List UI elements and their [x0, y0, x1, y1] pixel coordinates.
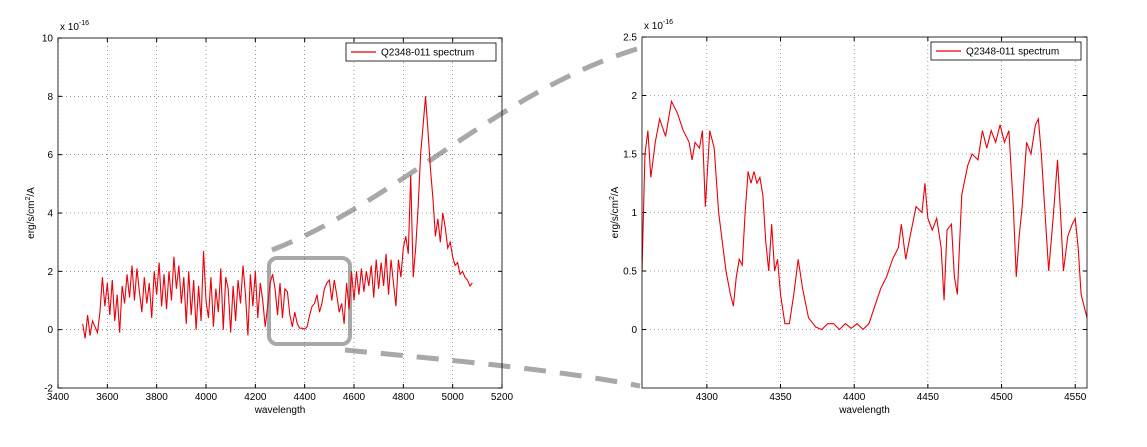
axis-multiplier: x 10-16 [644, 19, 673, 32]
multiplier-part: -16 [663, 19, 673, 26]
multiplier-part: x 10 [644, 21, 663, 32]
legend-box [345, 42, 497, 62]
x-tick-label: 4450 [917, 392, 940, 403]
x-tick-label: 3400 [47, 392, 70, 403]
x-tick-label: 5200 [491, 392, 514, 403]
multiplier-part: -16 [79, 20, 89, 27]
y-tick-label: 1 [631, 208, 637, 219]
x-tick-label: 4000 [195, 392, 218, 403]
legend-label: Q2348-011 spectrum [966, 47, 1059, 58]
y-axis-label: erg/s/cm2/A [25, 187, 37, 239]
y-tick-label: 10 [42, 34, 54, 45]
x-tick-label: 3800 [146, 392, 169, 403]
zoom-connector [344, 347, 641, 389]
y-tick-label: 6 [47, 150, 53, 161]
x-tick-label: 4300 [696, 392, 719, 403]
y-axis-label: erg/s/cm2/A [609, 186, 621, 238]
plot-frame [57, 37, 503, 389]
y-axis-label-part: /A [26, 187, 37, 197]
y-tick-label: 0 [631, 325, 637, 336]
y-tick-label: 1.5 [623, 150, 637, 161]
legend-box [930, 41, 1082, 61]
y-tick-label: 0.5 [623, 267, 637, 278]
x-tick-label: 4350 [769, 392, 792, 403]
multiplier-part: x 10 [60, 22, 79, 33]
x-axis-label: wavelength [838, 405, 890, 416]
y-tick-label: 2.5 [623, 33, 637, 44]
x-tick-label: 4400 [843, 392, 866, 403]
y-axis-label-part: erg/s/cm [610, 200, 621, 238]
x-tick-label: 4550 [1064, 392, 1087, 403]
y-tick-label: 8 [47, 92, 53, 103]
x-tick-label: 4800 [392, 392, 415, 403]
x-tick-label: 4500 [990, 392, 1013, 403]
axis-multiplier: x 10-16 [60, 20, 89, 33]
y-axis-label-part: 2 [609, 196, 616, 200]
x-axis-label: wavelength [254, 405, 306, 416]
y-axis-label-part: 2 [25, 197, 32, 201]
x-tick-label: 5000 [442, 392, 465, 403]
y-tick-label: 4 [47, 209, 53, 220]
y-tick-label: 0 [47, 325, 53, 336]
y-axis-label-part: /A [610, 186, 621, 196]
x-tick-label: 3600 [96, 392, 119, 403]
y-tick-label: 2 [47, 267, 53, 278]
legend-label: Q2348-011 spectrum [381, 48, 474, 59]
spectrum-line [82, 96, 473, 339]
plot-frame [641, 36, 1088, 389]
x-tick-label: 4600 [343, 392, 366, 403]
y-axis-label-part: erg/s/cm [26, 201, 37, 239]
x-tick-label: 4200 [244, 392, 267, 403]
x-tick-label: 4400 [294, 392, 317, 403]
spectrum-line [642, 99, 1087, 331]
y-tick-label: -2 [44, 384, 53, 395]
zoom-connector [271, 45, 641, 253]
y-tick-label: 2 [631, 91, 637, 102]
